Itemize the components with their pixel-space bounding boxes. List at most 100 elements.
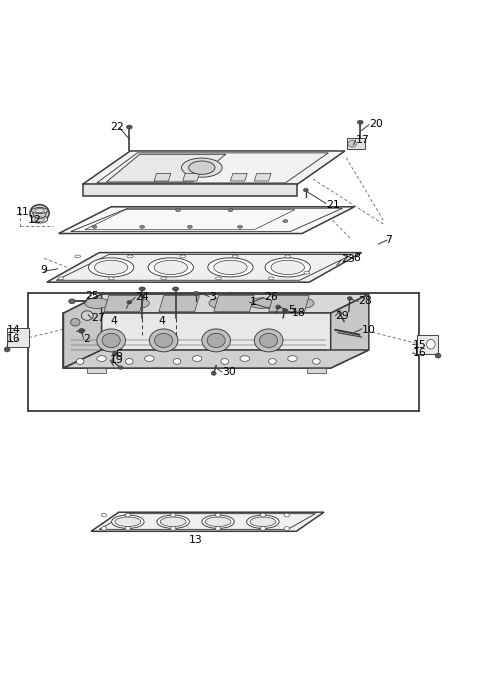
Ellipse shape xyxy=(216,526,221,530)
Ellipse shape xyxy=(176,209,180,211)
Polygon shape xyxy=(230,173,247,181)
Ellipse shape xyxy=(157,515,190,528)
Text: 14: 14 xyxy=(7,325,21,335)
Ellipse shape xyxy=(108,277,114,280)
Polygon shape xyxy=(331,294,369,368)
Ellipse shape xyxy=(250,517,276,526)
Ellipse shape xyxy=(260,526,265,530)
Ellipse shape xyxy=(30,205,49,221)
Ellipse shape xyxy=(269,359,276,364)
Ellipse shape xyxy=(92,225,97,228)
Text: 29: 29 xyxy=(336,311,349,320)
Polygon shape xyxy=(83,184,297,196)
Ellipse shape xyxy=(155,333,173,348)
Ellipse shape xyxy=(232,255,238,258)
Text: 1: 1 xyxy=(250,297,256,307)
Ellipse shape xyxy=(97,329,125,352)
Text: 23: 23 xyxy=(341,254,355,265)
Ellipse shape xyxy=(193,292,199,295)
Ellipse shape xyxy=(79,329,84,333)
Ellipse shape xyxy=(271,260,304,274)
Ellipse shape xyxy=(126,125,132,129)
Ellipse shape xyxy=(202,329,230,352)
Polygon shape xyxy=(159,295,199,312)
Text: 8: 8 xyxy=(354,253,360,263)
Ellipse shape xyxy=(216,513,221,517)
Ellipse shape xyxy=(149,329,178,352)
Ellipse shape xyxy=(168,298,192,309)
Ellipse shape xyxy=(88,258,134,277)
Bar xyxy=(28,292,419,411)
Polygon shape xyxy=(107,154,226,182)
Ellipse shape xyxy=(348,297,352,300)
Polygon shape xyxy=(417,334,438,354)
Ellipse shape xyxy=(348,140,357,147)
Ellipse shape xyxy=(170,513,176,517)
Ellipse shape xyxy=(283,220,288,223)
Text: 5: 5 xyxy=(288,305,295,315)
Text: 3: 3 xyxy=(209,292,216,302)
Ellipse shape xyxy=(32,216,48,223)
Text: 16: 16 xyxy=(7,334,21,344)
Ellipse shape xyxy=(125,298,149,309)
Text: 7: 7 xyxy=(385,235,393,245)
Text: 12: 12 xyxy=(28,215,41,225)
Ellipse shape xyxy=(173,359,181,364)
Ellipse shape xyxy=(144,356,154,362)
Polygon shape xyxy=(214,295,254,312)
Ellipse shape xyxy=(4,347,10,352)
Ellipse shape xyxy=(127,301,132,304)
Ellipse shape xyxy=(250,298,274,309)
Text: 28: 28 xyxy=(359,296,372,306)
Text: 19: 19 xyxy=(110,355,124,366)
Ellipse shape xyxy=(139,287,145,291)
Ellipse shape xyxy=(75,255,81,258)
Polygon shape xyxy=(269,295,309,312)
Ellipse shape xyxy=(33,207,46,218)
Ellipse shape xyxy=(247,515,279,528)
Polygon shape xyxy=(254,173,271,181)
Ellipse shape xyxy=(76,359,84,364)
Ellipse shape xyxy=(160,517,186,526)
Ellipse shape xyxy=(240,356,250,362)
Polygon shape xyxy=(307,368,326,373)
Ellipse shape xyxy=(172,287,179,291)
Ellipse shape xyxy=(216,277,221,280)
Ellipse shape xyxy=(268,277,274,280)
Text: 21: 21 xyxy=(326,200,340,210)
Ellipse shape xyxy=(284,526,289,530)
Ellipse shape xyxy=(101,526,107,530)
Text: 18: 18 xyxy=(291,308,305,318)
Ellipse shape xyxy=(188,225,192,228)
Polygon shape xyxy=(47,253,362,282)
Text: 30: 30 xyxy=(222,367,236,377)
Text: 2: 2 xyxy=(84,334,90,343)
Polygon shape xyxy=(348,138,365,149)
Ellipse shape xyxy=(207,333,225,348)
Polygon shape xyxy=(83,151,345,184)
Text: 6: 6 xyxy=(115,349,122,359)
Text: 4: 4 xyxy=(110,316,117,327)
Ellipse shape xyxy=(427,339,435,349)
Ellipse shape xyxy=(282,309,287,312)
Ellipse shape xyxy=(221,359,228,364)
Ellipse shape xyxy=(180,255,186,258)
Polygon shape xyxy=(183,173,199,181)
Text: 20: 20 xyxy=(369,119,383,128)
Ellipse shape xyxy=(69,299,75,304)
Ellipse shape xyxy=(115,517,141,526)
Ellipse shape xyxy=(285,255,290,258)
Polygon shape xyxy=(63,294,102,368)
Ellipse shape xyxy=(276,305,281,309)
Text: 22: 22 xyxy=(110,122,124,132)
Polygon shape xyxy=(87,368,107,373)
Ellipse shape xyxy=(238,225,242,228)
Ellipse shape xyxy=(192,356,202,362)
Ellipse shape xyxy=(290,298,314,309)
Ellipse shape xyxy=(85,298,109,309)
Text: 26: 26 xyxy=(264,292,277,302)
Ellipse shape xyxy=(181,158,222,177)
Ellipse shape xyxy=(127,255,133,258)
Text: 17: 17 xyxy=(356,135,369,145)
Ellipse shape xyxy=(125,526,131,530)
